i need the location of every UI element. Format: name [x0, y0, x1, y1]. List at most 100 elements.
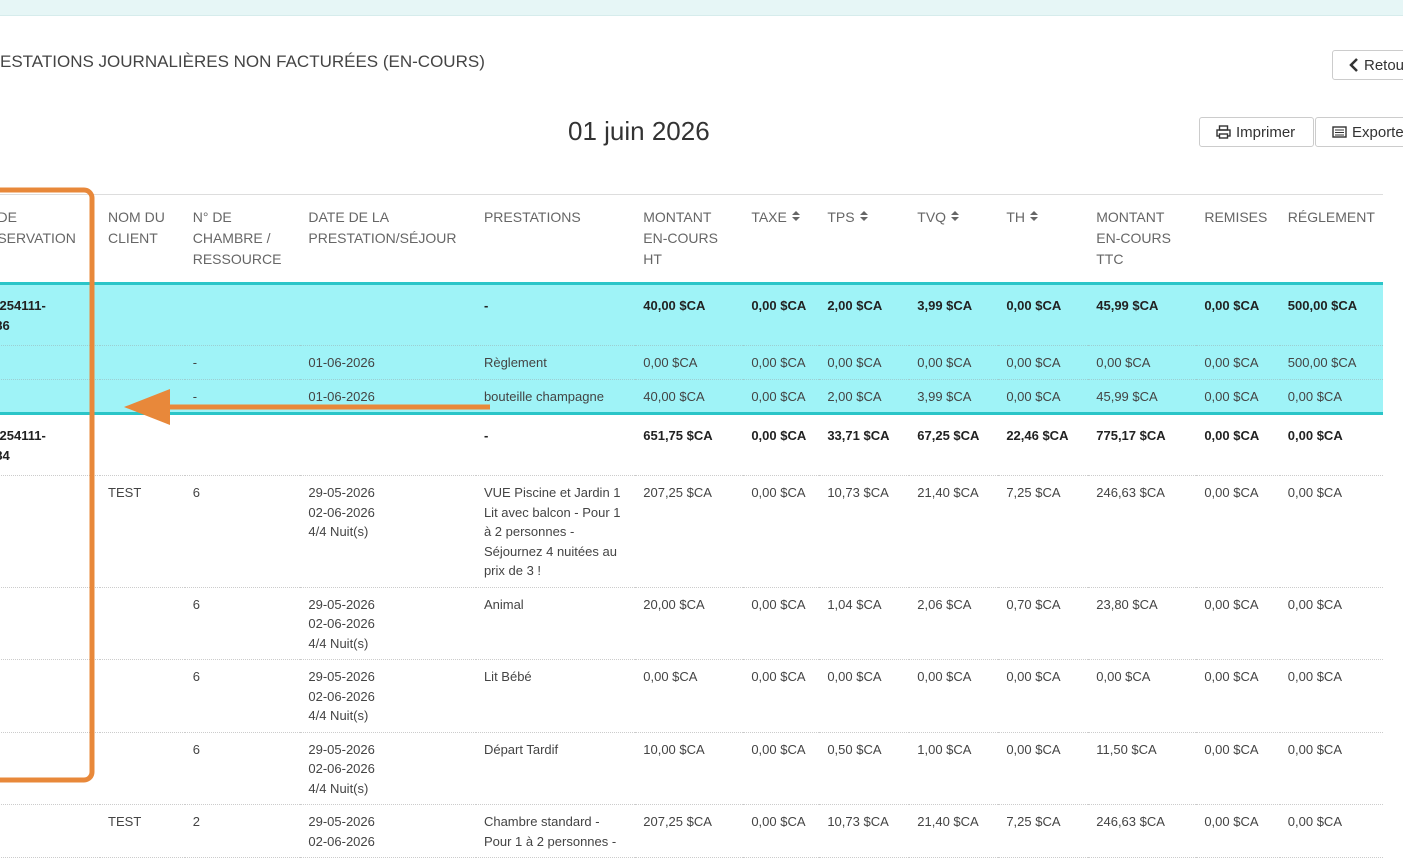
cell-text: TEST — [108, 485, 142, 500]
table-cell — [0, 345, 101, 380]
cell-text: 0,00 $CA — [1287, 596, 1342, 612]
column-header: TAXE — [743, 194, 820, 285]
table-cell: 0,00 $CA — [998, 379, 1089, 414]
cell-text: Départ Tardif — [483, 741, 559, 757]
sort-icon[interactable] — [950, 210, 960, 222]
table-cell: 0,00 $CA — [1196, 804, 1280, 858]
cell-text: 6 — [192, 741, 200, 757]
sort-icon[interactable] — [1029, 210, 1039, 222]
cell-text: 0,00 $CA — [1204, 741, 1259, 757]
table-cell: - — [475, 283, 636, 346]
table-cell: bouteille champagne — [475, 379, 636, 414]
column-header: TPS — [819, 194, 910, 285]
cell-text: Chambre standard - Pour 1 à 2 personnes … — [483, 814, 617, 849]
cell-text: 40,00 $CA — [643, 388, 705, 404]
cell-text: 1,00 $CA — [917, 741, 972, 757]
table-cell: 0,00 $CA — [1088, 659, 1197, 733]
table-cell: 6 — [184, 587, 301, 660]
cell-text: 0,00 $CA — [751, 485, 806, 500]
table-cell — [100, 732, 185, 805]
cell-line: 02-06-2026 — [308, 688, 375, 704]
table-cell: Animal — [475, 587, 636, 660]
table-cell: 0,00 $CA — [743, 283, 820, 346]
table-cell: 8-254111- 386 — [0, 283, 101, 346]
table-cell: Lit Bébé — [475, 659, 636, 733]
cell-text: 651,75 $CA — [643, 428, 713, 443]
cell-text: - — [192, 355, 198, 370]
print-label[interactable]: Imprimer — [1236, 123, 1296, 141]
table-cell: 0,00 $CA — [743, 475, 820, 588]
table-row: - 01-06-2026 bouteille champagne 40,00 $CA 0… — [0, 379, 1383, 414]
table-cell: 0,00 $CA — [1196, 732, 1280, 805]
cell-line: 384 — [0, 447, 10, 463]
column-header: MONTANT EN-COURS HT — [635, 194, 744, 285]
cell-line: 02-06-2026 — [308, 616, 375, 631]
report-table: ° DE ÉSERVATION NOM DU CLIENT N° DE CHAMBRE /… — [0, 194, 1383, 858]
export-button[interactable]: Exporte — [1315, 117, 1403, 147]
table-cell: 21,40 $CA — [909, 475, 999, 588]
header-line: N° DE — [192, 209, 232, 225]
table-cell: Départ Tardif — [475, 732, 636, 805]
cell-text: 0,00 $CA — [751, 814, 806, 829]
back-label[interactable]: Retou — [1364, 56, 1403, 74]
header-line: PRESTATION/SÉJOUR — [308, 230, 457, 246]
column-header: ° DE ÉSERVATION — [0, 194, 101, 285]
cell-text: 2,06 $CA — [917, 596, 972, 612]
table-cell: 0,00 $CA — [743, 379, 820, 414]
sort-icon[interactable] — [859, 210, 869, 222]
header-line: PRESTATIONS — [483, 209, 581, 225]
sort-icon[interactable] — [791, 210, 801, 222]
cell-text: 01-06-2026 — [308, 388, 375, 404]
cell-text: 0,00 $CA — [751, 596, 806, 612]
cell-text: 0,00 $CA — [1204, 669, 1259, 684]
table-cell — [100, 379, 185, 414]
table-cell: 3,99 $CA — [909, 283, 999, 346]
header-line: RESSOURCE — [192, 251, 282, 267]
table-row: - 01-06-2026 Règlement 0,00 $CA 0,00 $CA 0,00… — [0, 345, 1383, 380]
table-row: 8-254111- 386 - 40,00 $CA 0,00 $CA 2,00 $CA 3,… — [0, 283, 1383, 346]
table-cell: 0,00 $CA — [1279, 732, 1383, 805]
top-bar — [0, 0, 1403, 16]
cell-text: 0,00 $CA — [751, 669, 806, 684]
table-cell: 0,00 $CA — [1196, 345, 1280, 380]
table-row: TEST 2 29-05-2026 02-06-2026 Chambre standar… — [0, 804, 1383, 858]
cell-text: 2,00 $CA — [827, 298, 883, 313]
table-row: 8-254111- 384 - 651,75 $CA 0,00 $CA 33,71 $CA… — [0, 412, 1383, 476]
cell-text: 10,73 $CA — [827, 485, 889, 500]
cell-line: 4/4 Nuit(s) — [308, 635, 369, 651]
table-cell: 45,99 $CA — [1088, 379, 1197, 414]
cell-text: 0,00 $CA — [827, 355, 882, 370]
table-cell: 0,00 $CA — [1196, 659, 1280, 733]
export-label[interactable]: Exporte — [1352, 123, 1403, 141]
table-cell: 6 — [184, 475, 301, 588]
cell-text: 6 — [192, 596, 200, 612]
cell-text: 246,63 $CA — [1096, 814, 1165, 829]
cell-text: 0,00 $CA — [1096, 355, 1151, 370]
cell-text: 0,00 $CA — [751, 298, 807, 313]
table-cell — [300, 283, 476, 346]
cell-text: 0,00 $CA — [1006, 298, 1062, 313]
table-cell: 0,00 $CA — [743, 345, 820, 380]
cell-text: 2 — [192, 814, 200, 829]
table-cell: 0,00 $CA — [635, 659, 744, 733]
cell-text: 0,00 $CA — [643, 669, 698, 684]
printer-icon — [1216, 125, 1231, 139]
table-cell: 6 — [184, 659, 301, 733]
table-cell: 67,25 $CA — [909, 412, 999, 476]
cell-text: 0,00 $CA — [751, 388, 806, 404]
table-cell: 0,00 $CA — [998, 659, 1089, 733]
header-line: EN-COURS — [1096, 230, 1171, 246]
table-cell: 2,00 $CA — [819, 379, 910, 414]
print-button[interactable]: Imprimer — [1199, 117, 1314, 147]
back-button[interactable]: Retou — [1332, 50, 1403, 80]
cell-text: 21,40 $CA — [917, 485, 979, 500]
table-cell: 0,00 $CA — [1088, 345, 1197, 380]
cell-text: 6 — [192, 669, 200, 684]
cell-text: 500,00 $CA — [1287, 298, 1358, 313]
table-cell: 2 — [184, 804, 301, 858]
header-line: MONTANT — [643, 209, 712, 225]
cell-text: 0,00 $CA — [1204, 388, 1259, 404]
header-line: CHAMBRE / — [192, 230, 271, 246]
table-cell: - — [184, 345, 301, 380]
